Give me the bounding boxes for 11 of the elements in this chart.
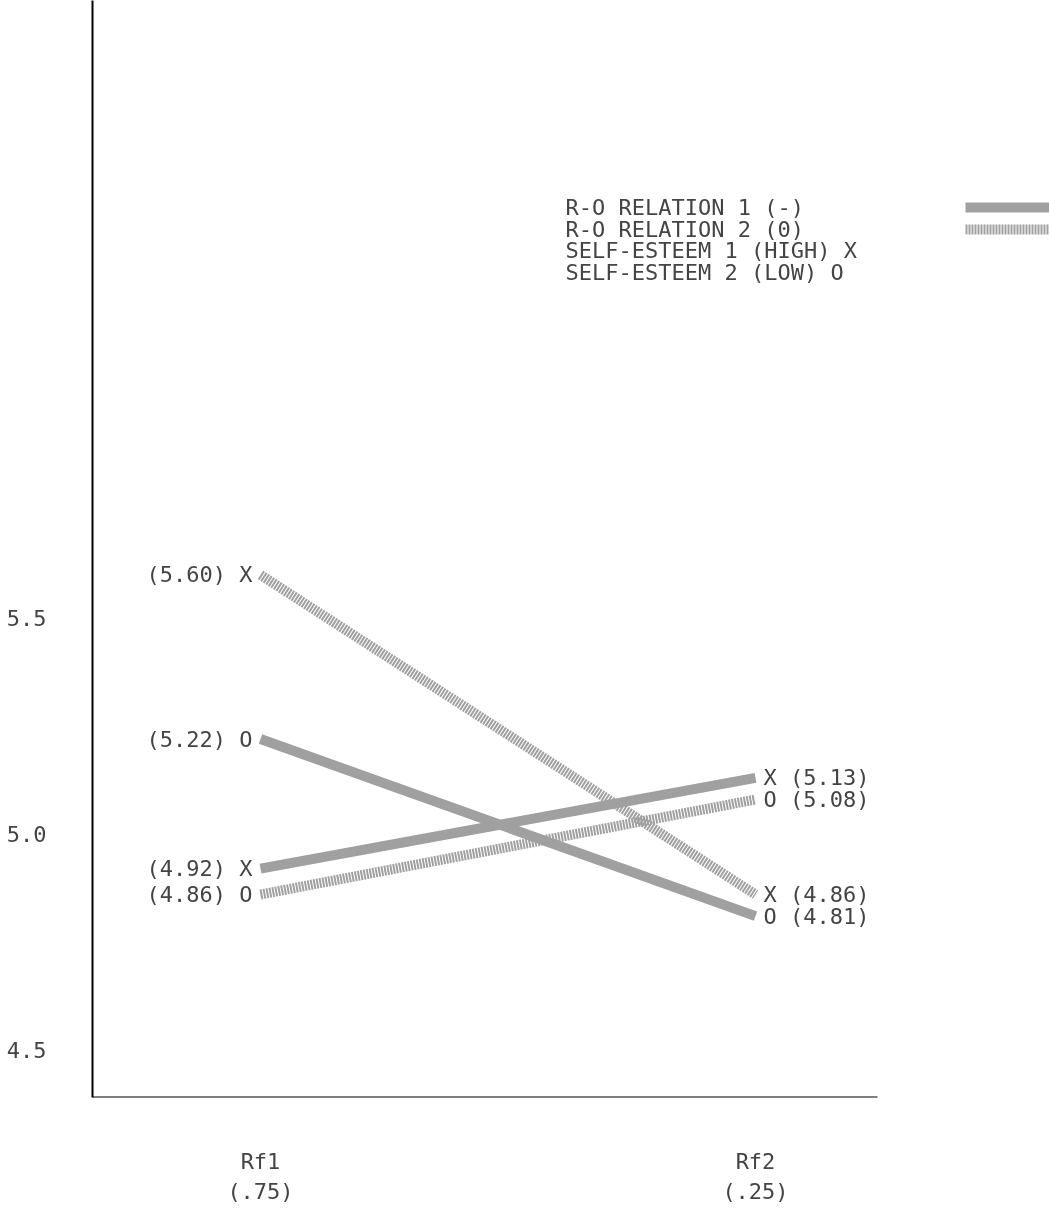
data-label: (4.92) X <box>146 856 254 882</box>
y-tick-label: 5.0 <box>6 822 47 848</box>
data-label: (5.22) O <box>146 726 253 752</box>
annotation: R-O RELATION 1 (-) <box>565 194 804 220</box>
data-label: X (4.86) <box>763 882 870 908</box>
data-label: (4.86) O <box>146 882 253 908</box>
x-tick-label: Rf2 (.25) <box>722 1148 789 1204</box>
y-tick-label: 4.5 <box>6 1037 47 1063</box>
x-tick-label: Rf1 (.75) <box>227 1148 294 1204</box>
y-tick-label: 5.5 <box>6 606 47 632</box>
data-label: (5.60) X <box>146 562 254 588</box>
